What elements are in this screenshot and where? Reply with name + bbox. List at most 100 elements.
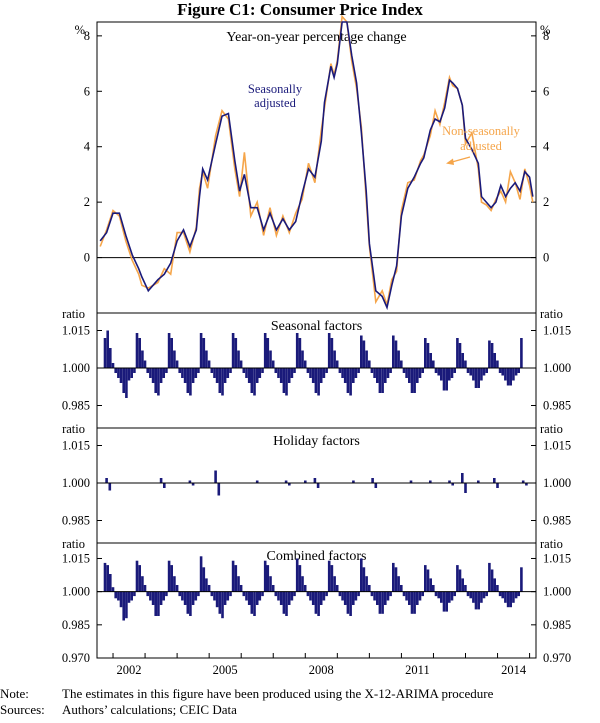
factor-bar — [162, 591, 165, 601]
factor-bar — [474, 591, 478, 610]
factor-bar — [429, 353, 432, 368]
factor-bar — [173, 576, 176, 592]
factor-bar — [394, 340, 398, 368]
factor-bar — [378, 591, 382, 614]
factor-bar — [111, 363, 115, 368]
factor-bar — [301, 350, 304, 368]
factor-bar — [418, 591, 422, 601]
factor-bar — [405, 368, 408, 378]
factor-bar — [311, 591, 315, 605]
factor-bar — [432, 360, 435, 368]
factor-bar — [453, 368, 456, 373]
factor-bar — [207, 585, 211, 592]
factor-bar — [451, 483, 454, 486]
factor-bar — [229, 368, 232, 373]
factor-bar — [141, 350, 144, 368]
factor-bar — [282, 591, 286, 614]
factor-bar — [392, 562, 395, 592]
factor-bar — [472, 368, 475, 381]
factor-bar — [335, 360, 339, 368]
factor-bar — [333, 350, 336, 368]
factor-bar — [416, 368, 419, 383]
factor-bar — [493, 578, 496, 592]
x-tick-label: 2014 — [501, 663, 527, 677]
factor-bar — [309, 368, 312, 378]
factor-bar — [287, 368, 291, 383]
series-line-non-seasonally-adjusted — [99, 14, 534, 308]
factor-bar — [210, 368, 214, 373]
factor-bar — [261, 591, 264, 597]
factor-bar — [199, 556, 203, 592]
plot-frame — [96, 21, 537, 659]
y-tick-label: 1.015 — [62, 551, 90, 565]
y-tick-label: 0.985 — [62, 618, 90, 632]
factor-bar — [175, 360, 179, 368]
factor-bar — [285, 591, 288, 616]
factor-bar — [466, 368, 470, 373]
factor-bar — [424, 565, 427, 592]
factor-bar — [360, 335, 363, 368]
factor-bar — [117, 368, 120, 378]
factor-bar — [485, 591, 488, 597]
factor-bar — [175, 585, 179, 592]
factor-bar — [103, 338, 107, 368]
x-tick-label: 2002 — [117, 663, 142, 677]
factor-bar — [474, 368, 478, 388]
factor-bar — [109, 348, 112, 368]
y-tick-label: 1.015 — [62, 439, 90, 453]
factor-bar — [445, 368, 448, 391]
factor-bar — [426, 569, 430, 592]
factor-bar — [477, 480, 480, 483]
factor-bar — [450, 591, 454, 601]
factor-bar — [247, 368, 251, 383]
factor-bar — [496, 483, 499, 488]
factor-bar — [245, 591, 248, 601]
factor-bar — [311, 368, 315, 383]
y-tick-label: 1.015 — [543, 439, 571, 453]
factor-bar — [258, 368, 262, 378]
y-tick-label: 4 — [84, 140, 91, 154]
figure-notes: Note: The estimates in this figure have … — [0, 686, 600, 718]
factor-bar — [512, 368, 515, 381]
factor-bar — [400, 585, 403, 592]
factor-bar — [410, 368, 414, 393]
factor-bar — [114, 368, 117, 373]
factor-bar — [293, 591, 296, 597]
factor-bar — [191, 591, 195, 605]
factor-bar — [461, 353, 464, 368]
factor-bar — [295, 558, 299, 592]
factor-bar — [250, 591, 254, 614]
factor-bar — [424, 338, 427, 368]
note-text: The estimates in this figure have been p… — [62, 686, 494, 701]
factor-bar — [506, 591, 510, 608]
factor-bar — [159, 591, 163, 605]
factor-bar — [151, 591, 155, 605]
factor-bar — [517, 591, 520, 597]
factor-bar — [397, 350, 400, 368]
factor-bar — [229, 591, 232, 597]
factor-bar — [448, 368, 451, 381]
factor-bar — [189, 368, 192, 396]
factor-bar — [313, 478, 317, 483]
factor-bar — [165, 591, 168, 597]
factor-bar — [242, 368, 246, 373]
factor-bar — [413, 591, 416, 614]
factor-bar — [429, 578, 432, 592]
factor-bar — [213, 368, 216, 378]
factor-bar — [237, 350, 240, 368]
unit-label-left: % — [75, 23, 85, 37]
y-tick-label: 2 — [84, 195, 90, 209]
factor-bar — [191, 483, 195, 486]
factor-bar — [122, 368, 125, 393]
factor-bar — [482, 591, 486, 599]
factor-bar — [197, 591, 200, 597]
figure-title: Figure C1: Consumer Price Index — [177, 0, 423, 19]
unit-label-left: ratio — [62, 537, 85, 551]
factor-bar — [373, 368, 376, 378]
factor-bar — [469, 368, 472, 376]
factor-bar — [125, 368, 128, 398]
factor-bar — [517, 368, 520, 373]
factor-bar — [183, 591, 187, 605]
factor-bar — [458, 343, 462, 368]
factor-bar — [314, 591, 318, 614]
